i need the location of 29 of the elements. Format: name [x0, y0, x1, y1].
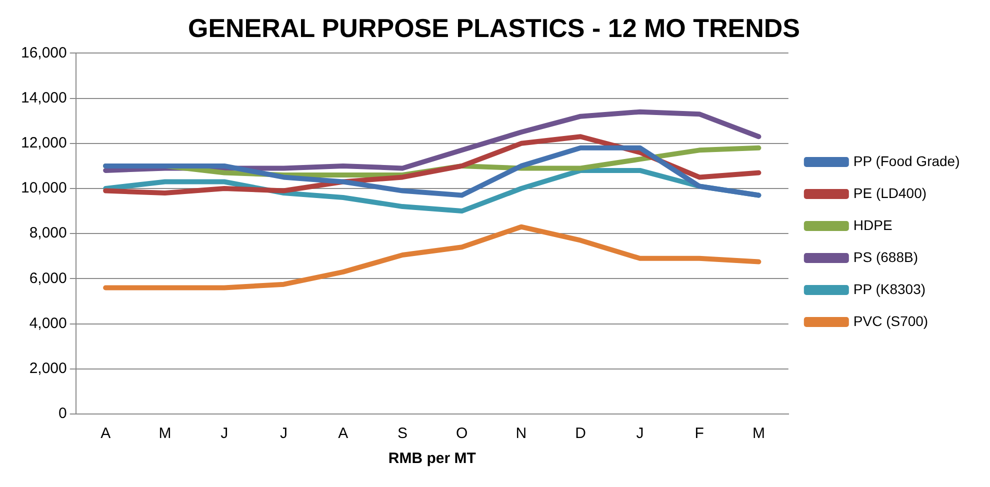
legend-label: PE (LD400) [853, 184, 927, 201]
x-tick-label: A [100, 425, 111, 442]
x-tick-label: J [220, 425, 228, 442]
x-tick-label: M [752, 425, 765, 442]
chart-title: GENERAL PURPOSE PLASTICS - 12 MO TRENDS [188, 12, 800, 43]
y-tick-label: 4,000 [29, 314, 67, 332]
x-tick-label: S [397, 425, 408, 442]
y-tick-label: 12,000 [20, 134, 67, 152]
x-tick-label: M [158, 425, 172, 442]
legend-label: PS (688B) [853, 248, 918, 265]
x-axis-title: RMB per MT [388, 450, 476, 468]
legend-label: PVC (S700) [853, 312, 928, 329]
x-tick-label: A [338, 425, 348, 442]
y-tick-label: 2,000 [29, 360, 67, 378]
legend-label: PP (K8303) [853, 280, 926, 297]
y-tick-label: 14,000 [20, 89, 67, 106]
legend-label: PP (Food Grade) [853, 152, 960, 169]
y-tick-label: 8,000 [29, 224, 67, 242]
legend-label: HDPE [853, 216, 892, 233]
y-tick-label: 16,000 [20, 44, 67, 62]
x-tick-label: F [694, 425, 704, 442]
x-tick-label: D [575, 425, 586, 442]
x-tick-label: J [280, 425, 288, 442]
y-tick-label: 0 [58, 405, 67, 422]
x-tick-label: N [516, 425, 527, 442]
x-tick-label: O [456, 425, 468, 442]
y-tick-label: 6,000 [29, 270, 67, 287]
x-tick-label: J [636, 425, 644, 442]
y-tick-label: 10,000 [20, 180, 67, 197]
